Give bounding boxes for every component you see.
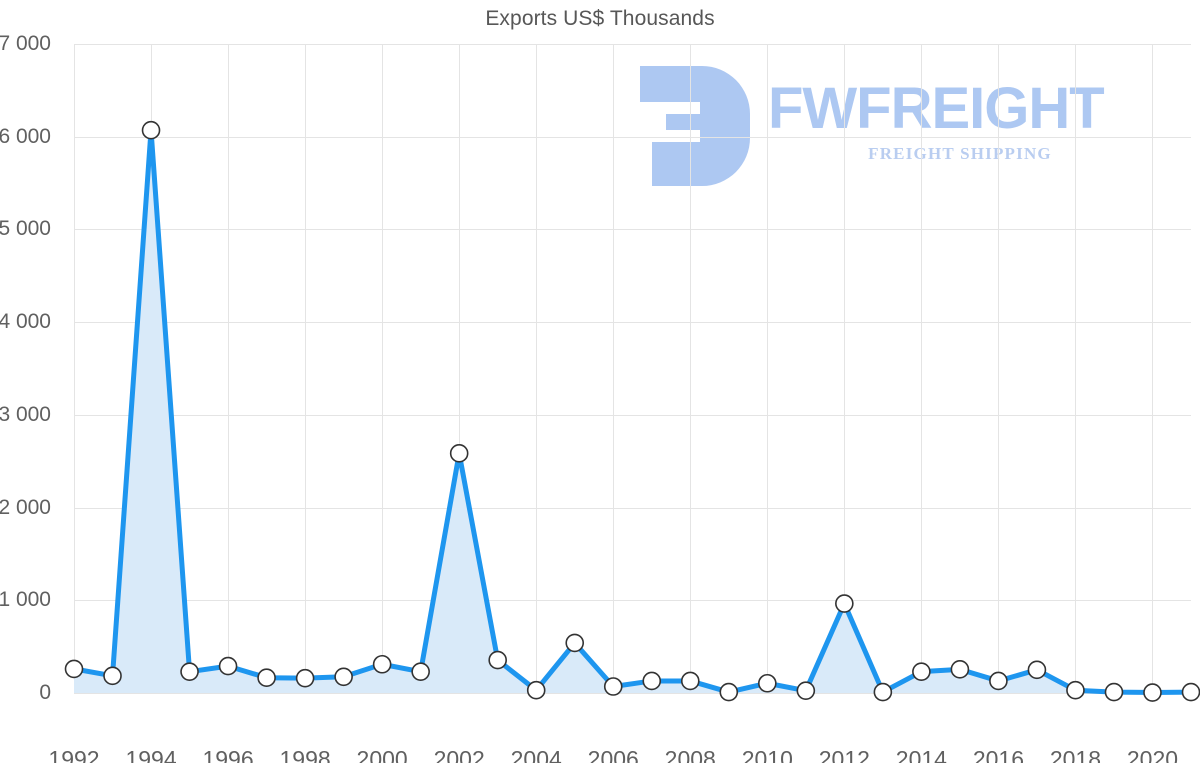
x-axis-tick-label: 2020 bbox=[1126, 746, 1179, 763]
x-axis-tick-label: 2018 bbox=[1049, 746, 1102, 763]
y-axis-tick-label: 5 000 bbox=[0, 217, 51, 241]
gridline-vertical bbox=[228, 44, 230, 693]
y-axis-tick-label: 3 000 bbox=[0, 402, 51, 426]
x-axis-tick-label: 2002 bbox=[433, 746, 485, 763]
data-point-marker[interactable] bbox=[411, 662, 430, 681]
x-axis-tick-label: 1994 bbox=[125, 746, 177, 763]
data-point-marker[interactable] bbox=[218, 656, 238, 676]
data-point-marker[interactable] bbox=[680, 671, 700, 691]
data-point-marker[interactable] bbox=[488, 650, 507, 670]
gridline-horizontal bbox=[74, 507, 1191, 509]
series-line bbox=[71, 127, 1194, 696]
data-point-marker[interactable] bbox=[334, 667, 353, 687]
y-axis-tick-label: 4 000 bbox=[0, 310, 51, 334]
y-axis-tick-label: 6 000 bbox=[0, 124, 51, 148]
x-axis-tick-label: 2010 bbox=[741, 746, 793, 763]
chart-title: Exports US$ Thousands bbox=[485, 7, 715, 30]
data-point-marker[interactable] bbox=[950, 660, 970, 679]
gridline-vertical bbox=[305, 44, 307, 693]
gridline-vertical bbox=[382, 44, 384, 693]
gridline-vertical bbox=[998, 44, 1000, 693]
gridline-horizontal bbox=[74, 600, 1191, 602]
gridline-vertical bbox=[536, 44, 538, 693]
y-axis-tick-label: 0 bbox=[39, 681, 51, 704]
data-point-marker[interactable] bbox=[1104, 682, 1124, 702]
gridline-horizontal bbox=[74, 322, 1191, 324]
data-point-marker[interactable] bbox=[796, 681, 816, 700]
plot-area: 0 1 000 2 000 3 000 4 000 5 000 6 000 7 000 199… bbox=[0, 32, 1200, 763]
data-point-marker[interactable] bbox=[526, 680, 546, 700]
data-point-marker[interactable] bbox=[1066, 680, 1085, 700]
x-axis-tick-label: 1998 bbox=[279, 746, 331, 763]
data-point-marker[interactable] bbox=[295, 668, 315, 688]
data-point-marker[interactable] bbox=[449, 444, 469, 463]
data-point-marker[interactable] bbox=[180, 662, 199, 681]
data-point-marker[interactable] bbox=[912, 662, 931, 681]
gridline-horizontal bbox=[74, 44, 1191, 45]
data-point-marker[interactable] bbox=[873, 682, 893, 702]
x-axis-tick-label: 2004 bbox=[510, 746, 562, 763]
gridline-vertical bbox=[74, 44, 75, 693]
gridline-horizontal bbox=[74, 136, 1191, 138]
data-point-marker[interactable] bbox=[989, 671, 1008, 691]
data-point-marker[interactable] bbox=[1143, 683, 1162, 702]
gridline-vertical bbox=[613, 44, 615, 693]
gridline-vertical bbox=[921, 44, 923, 693]
data-point-marker[interactable] bbox=[141, 120, 161, 140]
series-markers bbox=[64, 120, 1200, 702]
y-axis-tick-label: 1 000 bbox=[0, 588, 51, 612]
gridline-horizontal bbox=[74, 229, 1191, 231]
x-axis-tick-label: 2016 bbox=[972, 746, 1024, 763]
x-axis-tick-label: 1992 bbox=[48, 746, 100, 763]
gridline-vertical bbox=[767, 44, 769, 693]
x-axis-tick-label: 2014 bbox=[895, 746, 947, 763]
data-point-marker[interactable] bbox=[1027, 660, 1047, 680]
x-axis-tick-label: 1996 bbox=[202, 746, 254, 763]
x-axis-tick-label: 2012 bbox=[818, 746, 870, 763]
data-point-marker[interactable] bbox=[1181, 682, 1200, 702]
data-point-marker[interactable] bbox=[565, 633, 585, 653]
gridline-vertical bbox=[1152, 44, 1154, 693]
gridline-vertical bbox=[690, 44, 692, 693]
data-point-marker[interactable] bbox=[642, 671, 662, 691]
y-axis-tick-label: 7 000 bbox=[0, 32, 51, 55]
gridline-vertical bbox=[844, 44, 846, 693]
data-point-marker[interactable] bbox=[372, 654, 392, 674]
data-point-marker[interactable] bbox=[64, 659, 84, 679]
data-point-marker[interactable] bbox=[603, 677, 623, 696]
data-point-marker[interactable] bbox=[257, 668, 276, 688]
gridline-vertical bbox=[459, 44, 461, 693]
data-point-marker[interactable] bbox=[758, 673, 777, 693]
x-axis-tick-label: 2006 bbox=[587, 746, 639, 763]
gridline-vertical bbox=[1075, 44, 1077, 693]
data-point-marker[interactable] bbox=[103, 666, 122, 686]
series-exports bbox=[64, 120, 1200, 702]
data-point-marker[interactable] bbox=[835, 594, 854, 613]
x-axis-tick-label: 2000 bbox=[356, 746, 408, 763]
data-point-marker[interactable] bbox=[719, 682, 739, 702]
y-axis-tick-label: 2 000 bbox=[0, 495, 51, 519]
x-axis-tick-label: 2008 bbox=[664, 746, 716, 763]
gridline-horizontal bbox=[74, 414, 1191, 416]
gridline-horizontal bbox=[74, 693, 1191, 694]
series-area-fill bbox=[74, 130, 1191, 694]
